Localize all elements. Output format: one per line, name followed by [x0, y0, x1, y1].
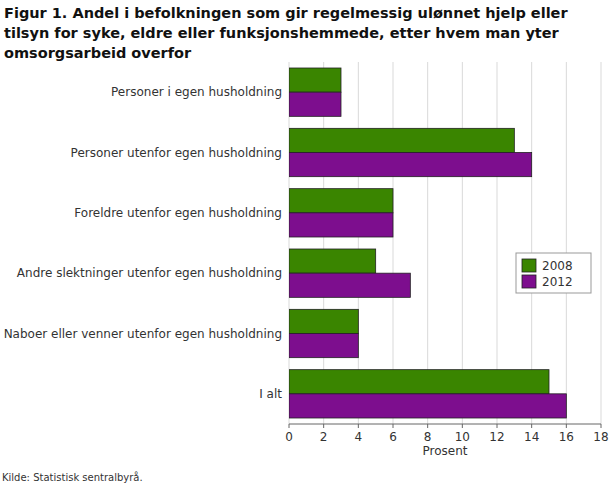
tick-label: 12	[489, 430, 504, 444]
bar	[289, 334, 358, 358]
tick-label: 18	[593, 430, 608, 444]
tick-mark	[358, 424, 359, 428]
plot-bg	[289, 62, 601, 424]
bar	[289, 153, 532, 177]
tick-label: 0	[285, 430, 293, 444]
chart: 0 2 4 6 8 10 12 14 16 18 Personer i egen husholdni…	[0, 0, 610, 488]
bar	[289, 92, 341, 116]
bar	[289, 249, 376, 273]
tick-label: 14	[524, 430, 539, 444]
tick-label: 16	[559, 430, 574, 444]
grid-line	[601, 62, 602, 424]
tick-mark	[393, 424, 394, 428]
legend-box	[516, 253, 591, 293]
title: Figur 1. Andel i befolkningen som gir re…	[4, 3, 604, 63]
bar	[289, 370, 549, 394]
category-label: Andre slektninger utenfor egen husholdni…	[17, 266, 282, 280]
tick-label: 8	[424, 430, 432, 444]
tick-label: 6	[389, 430, 397, 444]
tick-label: 4	[355, 430, 363, 444]
legend-swatch	[522, 275, 536, 288]
tick-label: 2	[320, 430, 328, 444]
bar	[289, 394, 566, 418]
category-label: Foreldre utenfor egen husholdning	[74, 206, 282, 220]
legend-label: 2012	[542, 275, 573, 289]
tick-mark	[289, 424, 290, 428]
tick-mark	[497, 424, 498, 428]
tick-mark	[531, 424, 532, 428]
category-label: Personer utenfor egen husholdning	[71, 146, 282, 160]
x-axis-label: Prosent	[423, 444, 468, 458]
bar	[289, 273, 410, 297]
x-axis-line	[289, 424, 601, 425]
source: Kilde: Statistisk sentralbyrå.	[2, 471, 143, 483]
tick-label: 10	[455, 430, 470, 444]
category-label: I alt	[259, 387, 282, 401]
tick-mark	[462, 424, 463, 428]
tick-mark	[601, 424, 602, 428]
tick-mark	[427, 424, 428, 428]
grid-line	[566, 62, 567, 424]
legend-label: 2008	[542, 259, 573, 273]
bar	[289, 128, 514, 152]
bar	[289, 189, 393, 213]
bar	[289, 213, 393, 237]
legend-swatch	[522, 259, 536, 272]
tick-mark	[323, 424, 324, 428]
category-label: Naboer eller venner utenfor egen hushold…	[4, 327, 282, 341]
bar	[289, 309, 358, 333]
category-label: Personer i egen husholdning	[111, 85, 282, 99]
bar	[289, 68, 341, 92]
legend: 2008 2012	[516, 253, 591, 293]
bars	[289, 68, 566, 418]
tick-mark	[566, 424, 567, 428]
